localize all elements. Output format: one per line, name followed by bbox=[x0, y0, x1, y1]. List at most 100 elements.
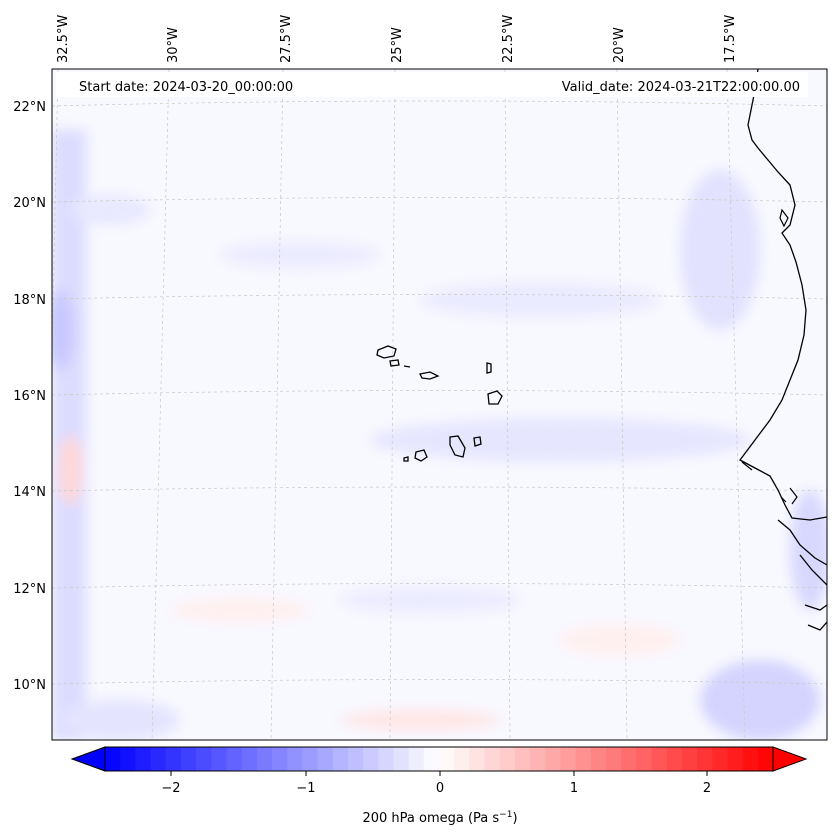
positive-patch-south bbox=[340, 710, 500, 730]
colorbar: −2 −1 0 1 2 200 hPa omega (Pa s−1) bbox=[70, 746, 808, 826]
colorbar-segment bbox=[150, 747, 167, 771]
positive-patch-sc bbox=[170, 598, 310, 622]
parallel-10n bbox=[52, 679, 827, 685]
parallel-12n bbox=[52, 583, 827, 589]
negative-patch-sw bbox=[60, 700, 180, 740]
colorbar-segment bbox=[211, 747, 228, 771]
island-santa-luzia bbox=[403, 365, 411, 368]
negative-patch-coast bbox=[790, 490, 827, 610]
longitude-labels: 32.5°W 30°W 27.5°W 25°W 22.5°W 20°W 17.5… bbox=[56, 15, 738, 63]
colorbar-outline bbox=[104, 746, 774, 772]
lon-label-20w: 20°W bbox=[612, 27, 627, 63]
colorbar-segment bbox=[651, 747, 668, 771]
colorbar-segment bbox=[332, 747, 349, 771]
omega-field-contours bbox=[52, 130, 827, 740]
meridian-20w bbox=[616, 69, 628, 740]
map-panel bbox=[52, 69, 827, 740]
colorbar-segment bbox=[287, 747, 303, 771]
colorbar-segment bbox=[226, 747, 243, 771]
colorbar-segment bbox=[302, 747, 319, 771]
lat-label-22n: 22°N bbox=[13, 100, 46, 115]
island-sao-nicolau bbox=[419, 371, 440, 380]
colorbar-segment bbox=[363, 747, 379, 771]
lon-label-30w: 30°W bbox=[166, 27, 181, 63]
colorbar-segment bbox=[545, 747, 562, 771]
lat-label-18n: 18°N bbox=[13, 293, 46, 308]
island-santiago bbox=[449, 435, 466, 458]
lon-label-22-5w: 22.5°W bbox=[501, 15, 516, 63]
colorbar-segment bbox=[575, 747, 592, 771]
colorbar-segment bbox=[408, 747, 425, 771]
cbar-label-neg1: −1 bbox=[296, 781, 315, 796]
island-maio bbox=[473, 436, 482, 447]
colorbar-segment bbox=[590, 747, 607, 771]
colorbar-segment bbox=[120, 747, 136, 771]
colorbar-segment bbox=[727, 747, 744, 771]
colorbar-segment bbox=[105, 747, 121, 771]
lat-label-14n: 14°N bbox=[13, 485, 46, 500]
colorbar-segment bbox=[393, 747, 410, 771]
positive-patch-west bbox=[58, 435, 82, 505]
colorbar-segment bbox=[439, 747, 455, 771]
colorbar-segment bbox=[317, 747, 334, 771]
negative-patch-west bbox=[52, 290, 74, 370]
island-boa-vista bbox=[487, 390, 503, 405]
colorbar-segment bbox=[165, 747, 182, 771]
colorbar-segment bbox=[378, 747, 395, 771]
graticule bbox=[52, 69, 827, 740]
lon-label-27-5w: 27.5°W bbox=[279, 15, 294, 63]
negative-band-center bbox=[370, 418, 750, 462]
colorbar-segment bbox=[742, 747, 759, 771]
colorbar-segment bbox=[499, 747, 516, 771]
colorbar-segment bbox=[712, 747, 729, 771]
colorbar-segment bbox=[530, 747, 546, 771]
meridian-22-5w bbox=[504, 69, 511, 740]
colorbar-segment bbox=[621, 747, 637, 771]
colorbar-segment bbox=[606, 747, 622, 771]
colorbar-extend-max bbox=[772, 746, 808, 772]
colorbar-segment bbox=[757, 747, 774, 771]
colorbar-segment bbox=[469, 747, 486, 771]
negative-patch-mid bbox=[220, 241, 380, 269]
lon-label-32-5w: 32.5°W bbox=[56, 15, 71, 63]
lon-label-17-5w: 17.5°W bbox=[723, 15, 738, 63]
header-band bbox=[56, 72, 808, 97]
meridian-25w bbox=[389, 69, 396, 740]
cbar-label-2: 2 bbox=[703, 781, 711, 796]
africa-coast-detail bbox=[741, 208, 798, 505]
cbar-label-1: 1 bbox=[570, 781, 578, 796]
colorbar-segment bbox=[560, 747, 577, 771]
colorbar-segment bbox=[241, 747, 258, 771]
colorbar-title-suffix: ) bbox=[512, 811, 517, 826]
cbar-label-neg2: −2 bbox=[161, 781, 180, 796]
colorbar-segments bbox=[105, 747, 774, 771]
parallel-16n bbox=[52, 390, 827, 396]
cbar-label-0: 0 bbox=[436, 781, 444, 796]
colorbar-segment bbox=[636, 747, 653, 771]
lat-label-16n: 16°N bbox=[13, 389, 46, 404]
latitude-labels: 22°N 20°N 18°N 16°N 14°N 12°N 10°N bbox=[13, 100, 46, 693]
colorbar-segment bbox=[514, 747, 531, 771]
colorbar-segment bbox=[666, 747, 683, 771]
colorbar-ticks bbox=[170, 771, 708, 776]
positive-patch-se2 bbox=[560, 624, 680, 656]
negative-patch-central bbox=[420, 282, 660, 318]
negative-band-west bbox=[52, 130, 86, 740]
lat-label-20n: 20°N bbox=[13, 196, 46, 211]
meridian-30w bbox=[151, 69, 170, 740]
colorbar-segment bbox=[454, 747, 470, 771]
colorbar-segment bbox=[180, 747, 197, 771]
negative-patch-nw bbox=[70, 195, 150, 225]
island-sal bbox=[486, 362, 492, 374]
meridian-17-5w bbox=[726, 69, 746, 740]
colorbar-segment bbox=[272, 747, 288, 771]
colorbar-segment bbox=[196, 747, 212, 771]
island-santo-antao bbox=[376, 345, 397, 359]
colorbar-segment bbox=[347, 747, 364, 771]
negative-patch-se bbox=[700, 660, 820, 740]
colorbar-extend-min bbox=[70, 746, 106, 772]
colorbar-title-exponent: −1 bbox=[499, 810, 512, 820]
colorbar-segment bbox=[256, 747, 273, 771]
meridian-27-5w bbox=[270, 69, 284, 740]
negative-patch-east bbox=[680, 170, 760, 330]
